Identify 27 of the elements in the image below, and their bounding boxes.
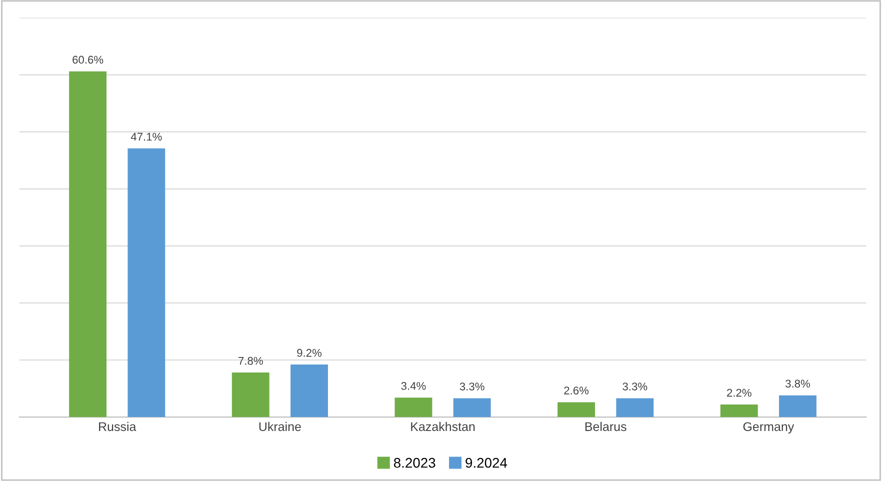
x-tick-label: Germany	[743, 422, 794, 434]
data-label: 3.8%	[785, 380, 810, 388]
x-tick-label: Russia	[99, 422, 136, 432]
bar	[128, 148, 166, 418]
x-tick-label: Ukraine	[259, 422, 301, 432]
data-label: 47.1%	[130, 132, 162, 141]
bar	[779, 395, 816, 418]
legend-label: 9.2024	[466, 458, 508, 468]
legend-label: 8.2023	[394, 458, 436, 468]
data-label: 7.8%	[238, 356, 263, 365]
bar	[558, 402, 596, 418]
data-label: 9.2%	[297, 348, 322, 357]
bar	[290, 364, 328, 418]
bar	[232, 372, 270, 418]
bar	[616, 398, 654, 418]
bar	[453, 398, 491, 418]
data-label: 2.6%	[564, 386, 589, 394]
bar	[720, 404, 758, 418]
x-tick-label: Belarus	[585, 422, 626, 432]
x-tick-label: Kazakhstan	[411, 422, 475, 432]
data-label: 3.3%	[622, 382, 648, 390]
data-label: 3.4%	[401, 382, 426, 390]
data-label: 60.6%	[72, 56, 104, 64]
data-label: 2.2%	[727, 388, 752, 397]
bar	[69, 71, 107, 418]
data-label: 3.3%	[460, 382, 484, 390]
bar	[394, 398, 432, 418]
